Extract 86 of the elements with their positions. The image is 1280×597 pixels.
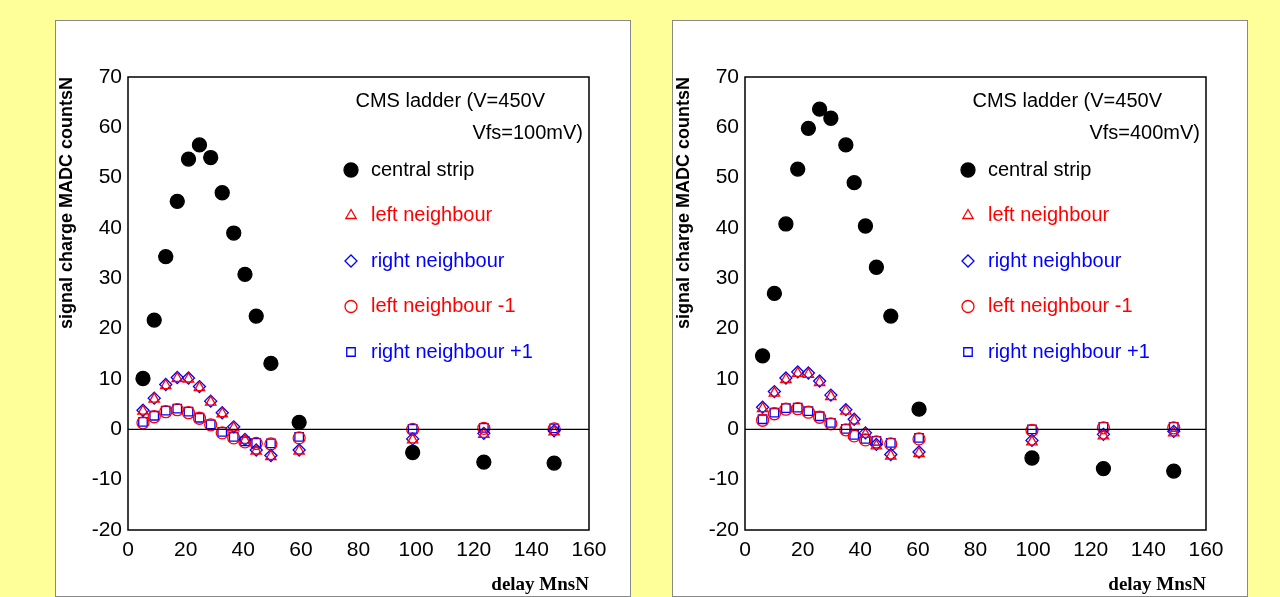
x-tick-label: 20	[790, 537, 815, 561]
y-tick-label: 40	[98, 214, 122, 238]
annotation: Vfs=100mV)	[472, 120, 583, 143]
point	[546, 455, 562, 471]
point	[191, 137, 208, 153]
point	[823, 110, 839, 126]
x-tick-label: 100	[1015, 537, 1051, 561]
x-tick-label: 140	[513, 537, 549, 561]
annotation: CMS ladder (V=450V	[355, 88, 546, 111]
legend-label: central strip	[988, 157, 1092, 180]
y-tick-label: 20	[98, 315, 122, 339]
point	[169, 193, 185, 209]
y-axis-title: signal charge MADC countsN	[55, 77, 76, 330]
y-tick-label: -20	[91, 516, 122, 540]
point	[146, 312, 162, 328]
point	[476, 454, 492, 470]
x-tick-label: 60	[906, 537, 930, 561]
legend-label: central strip	[371, 157, 475, 180]
point	[838, 137, 854, 153]
point	[778, 216, 794, 232]
point	[1166, 463, 1182, 479]
x-axis-title: delay MnsN	[491, 572, 590, 594]
point	[811, 101, 828, 117]
point	[911, 401, 927, 417]
point	[846, 175, 862, 191]
y-tick-label: 30	[715, 265, 739, 289]
point	[135, 370, 151, 387]
legend-label: right neighbour	[988, 248, 1122, 271]
point	[158, 249, 174, 265]
x-tick-label: 120	[456, 537, 492, 561]
y-tick-label: -10	[708, 466, 739, 490]
y-tick-label: -20	[708, 516, 739, 540]
point	[754, 348, 771, 364]
y-tick-label: -10	[91, 466, 122, 490]
y-tick-label: 50	[98, 164, 122, 188]
annotation: Vfs=400mV)	[1089, 120, 1200, 143]
legend-label: right neighbour +1	[371, 339, 533, 362]
point	[857, 218, 874, 234]
point	[883, 308, 899, 324]
y-tick-label: 20	[715, 315, 739, 339]
y-tick-label: 0	[727, 416, 739, 440]
point	[1024, 450, 1040, 466]
x-tick-label: 40	[848, 537, 872, 561]
y-tick-label: 70	[715, 63, 739, 87]
point	[180, 151, 197, 167]
x-tick-label: 160	[1188, 537, 1224, 561]
x-tick-label: 80	[346, 537, 371, 561]
y-tick-label: 60	[98, 114, 122, 138]
y-tick-label: 30	[98, 265, 122, 289]
point	[237, 266, 253, 282]
point	[800, 120, 817, 136]
legend-label: left neighbour	[371, 203, 493, 226]
point	[790, 161, 806, 177]
point	[203, 149, 219, 166]
y-tick-label: 60	[715, 114, 739, 138]
legend-label: left neighbour -1	[371, 294, 516, 317]
y-tick-label: 10	[715, 365, 739, 389]
point	[214, 185, 230, 201]
x-tick-label: 140	[1130, 537, 1166, 561]
point	[405, 444, 421, 461]
legend-label: right neighbour	[371, 248, 505, 271]
point	[291, 414, 307, 430]
annotation: CMS ladder (V=450V	[972, 88, 1163, 111]
y-tick-label: 10	[98, 365, 122, 389]
point	[248, 308, 264, 324]
x-tick-label: 40	[231, 537, 255, 561]
y-tick-label: 50	[715, 164, 739, 188]
y-axis-title: signal charge MADC countsN	[672, 77, 693, 330]
x-tick-label: 80	[963, 537, 988, 561]
legend-label: left neighbour -1	[988, 294, 1133, 317]
point	[226, 225, 242, 241]
legend-label: left neighbour	[988, 203, 1110, 226]
x-axis-title: delay MnsN	[1108, 572, 1207, 594]
x-tick-label: 100	[398, 537, 434, 561]
legend-label: right neighbour +1	[988, 339, 1150, 362]
x-tick-label: 160	[571, 537, 607, 561]
point	[766, 285, 783, 302]
x-tick-label: 120	[1073, 537, 1109, 561]
y-tick-label: 70	[98, 63, 122, 87]
x-tick-label: 60	[289, 537, 313, 561]
y-tick-label: 40	[715, 214, 739, 238]
point	[1095, 460, 1112, 477]
x-tick-label: 20	[173, 537, 198, 561]
point	[263, 355, 279, 372]
y-tick-label: 0	[110, 416, 122, 440]
point	[868, 259, 885, 275]
